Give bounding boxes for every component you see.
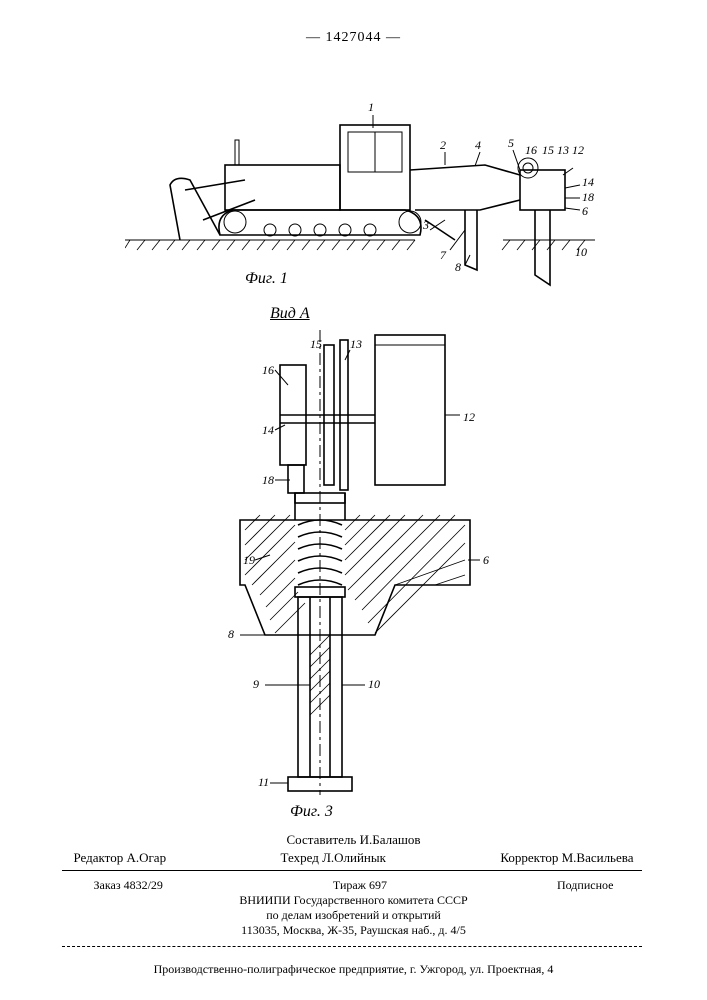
corrector-cell: Корректор М.Васильева <box>500 850 633 866</box>
techred-cell: Техред Л.Олийнык <box>281 850 386 866</box>
fig1-label-14: 14 <box>582 175 594 190</box>
fig1-label-12: 12 <box>572 143 584 158</box>
pubinfo-block: Заказ 4832/29 Тираж 697 Подписное ВНИИПИ… <box>0 878 707 938</box>
fig3-label-15: 15 <box>310 337 322 352</box>
fig3-label-6: 6 <box>483 553 489 568</box>
fig1-label-8: 8 <box>455 260 461 275</box>
fig3-label-11: 11 <box>258 775 269 790</box>
printer-line: Производственно-полиграфическое предприя… <box>0 962 707 977</box>
fig3-label-12: 12 <box>463 410 475 425</box>
order-cell: Заказ 4832/29 <box>94 878 163 893</box>
fig1-label-1: 1 <box>368 100 374 115</box>
figure-1-svg <box>125 70 595 290</box>
page: — 1427044 — <box>0 0 707 1000</box>
fig3-label-8: 8 <box>228 627 234 642</box>
order-row: Заказ 4832/29 Тираж 697 Подписное <box>94 878 614 893</box>
fig3-caption: Фиг. 3 <box>290 803 333 821</box>
fig1-label-3: 3 <box>423 218 429 233</box>
subscr-text: Подписное <box>557 878 614 893</box>
corrector-name: М.Васильева <box>562 850 634 865</box>
divider-2 <box>62 946 642 947</box>
fig3-label-14: 14 <box>262 423 274 438</box>
credits-block: Составитель И.Балашов Редактор А.Огар Те… <box>0 830 707 866</box>
editor-name: А.Огар <box>126 850 166 865</box>
fig3-label-13: 13 <box>350 337 362 352</box>
composer-name: И.Балашов <box>360 832 421 847</box>
fig3-label-16: 16 <box>262 363 274 378</box>
composer-row: Составитель И.Балашов <box>0 832 707 848</box>
fig3-label-18: 18 <box>262 473 274 488</box>
dash-right: — <box>382 30 402 45</box>
order-label: Заказ <box>94 878 121 892</box>
fig1-label-13: 13 <box>557 143 569 158</box>
fig1-label-18: 18 <box>582 190 594 205</box>
fig3-label-9: 9 <box>253 677 259 692</box>
editor-label: Редактор <box>74 850 124 865</box>
org-line-1: ВНИИПИ Государственного комитета СССР <box>0 893 707 908</box>
view-a-label: Вид А <box>270 305 310 323</box>
composer-label: Составитель <box>287 832 357 847</box>
figure-3: Вид А <box>180 305 540 805</box>
fig1-label-16: 16 <box>525 143 537 158</box>
fig1-caption: Фиг. 1 <box>245 270 288 288</box>
doc-number-text: 1427044 <box>326 30 382 45</box>
fig1-label-6: 6 <box>582 204 588 219</box>
fig1-label-10: 10 <box>575 245 587 260</box>
fig1-label-15: 15 <box>542 143 554 158</box>
dash-left: — <box>306 30 326 45</box>
techred-name: Л.Олийнык <box>322 850 386 865</box>
techred-label: Техред <box>281 850 319 865</box>
fig1-label-5: 5 <box>508 136 514 151</box>
fig3-label-19: 19 <box>243 553 255 568</box>
corrector-label: Корректор <box>500 850 558 865</box>
fig1-label-4: 4 <box>475 138 481 153</box>
org-address: 113035, Москва, Ж-35, Раушская наб., д. … <box>0 923 707 938</box>
order-value: 4832/29 <box>124 878 163 892</box>
document-number: — 1427044 — <box>0 30 707 46</box>
figure-1: 1 2 4 5 16 15 13 12 14 18 6 10 3 7 8 Фиг… <box>125 70 595 290</box>
editor-cell: Редактор А.Огар <box>74 850 167 866</box>
circ-cell: Тираж 697 <box>333 878 387 893</box>
circ-label: Тираж <box>333 878 366 892</box>
circ-value: 697 <box>369 878 387 892</box>
org-line-2: по делам изобретений и открытий <box>0 908 707 923</box>
editor-row: Редактор А.Огар Техред Л.Олийнык Коррект… <box>74 850 634 866</box>
fig3-label-10: 10 <box>368 677 380 692</box>
divider-1 <box>62 870 642 871</box>
fig1-label-7: 7 <box>440 248 446 263</box>
fig1-label-2: 2 <box>440 138 446 153</box>
